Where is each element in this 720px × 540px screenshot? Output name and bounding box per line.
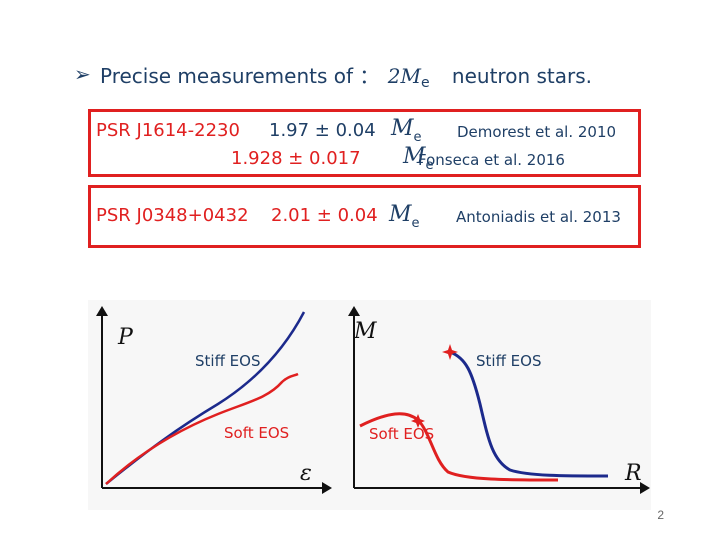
right-x-arrow-icon (640, 482, 650, 494)
solar-mass-unit: Me (403, 144, 434, 173)
mass-radius-plot: M R Stiff EOS Soft EOS (348, 306, 650, 494)
max-mass-star-icon (411, 414, 425, 428)
max-mass-star-icon (442, 344, 458, 360)
mass-value: 1.928 ± 0.017 (231, 148, 361, 169)
pulsar-box-j1614 (88, 109, 641, 177)
pulsar-box-j0348 (88, 185, 641, 248)
solar-mass-unit: Me (391, 116, 422, 145)
left-x-arrow-icon (322, 482, 332, 494)
left-y-label: P (117, 325, 134, 350)
right-x-label: R (624, 461, 642, 486)
pulsar-name: PSR J0348+0432 (96, 205, 249, 226)
mass-value: 2.01 ± 0.04 (271, 205, 378, 226)
bullet-arrow-icon: ➢ (74, 62, 91, 86)
reference-citation: Antoniadis et al. 2013 (456, 208, 621, 226)
stiff-eos-label: Stiff EOS (195, 352, 260, 370)
right-y-arrow-icon (348, 306, 360, 316)
stiff-mr-curve (449, 350, 609, 478)
solar-mass-unit: Me (389, 202, 420, 231)
soft-eos-label: Soft EOS (369, 425, 434, 443)
soft-eos-label: Soft EOS (224, 424, 289, 442)
pressure-energy-plot: P ε Stiff EOS Soft EOS (96, 306, 332, 494)
left-y-arrow-icon (96, 306, 108, 316)
right-y-label: M (353, 319, 377, 344)
slide-heading: Precise measurements of ： 2Me neutron st… (100, 60, 592, 91)
reference-citation: Fonseca et al. 2016 (418, 151, 565, 169)
page-number: 2 (657, 508, 664, 522)
reference-citation: Demorest et al. 2010 (457, 123, 617, 141)
heading-prefix: Precise measurements of ： (100, 64, 380, 88)
pulsar-name: PSR J1614-2230 (96, 120, 240, 141)
soft-mr-curve (359, 412, 559, 482)
stiff-eos-label: Stiff EOS (476, 352, 541, 370)
mass-value: 1.97 ± 0.04 (269, 120, 376, 141)
heading-mass-symbol: 2Me (387, 64, 430, 91)
heading-suffix: neutron stars. (451, 64, 592, 88)
left-x-label: ε (300, 461, 312, 486)
eos-plots-figure: P ε Stiff EOS Soft EOS M R Stiff EOS Sof… (88, 300, 651, 510)
soft-eos-curve (105, 372, 299, 485)
